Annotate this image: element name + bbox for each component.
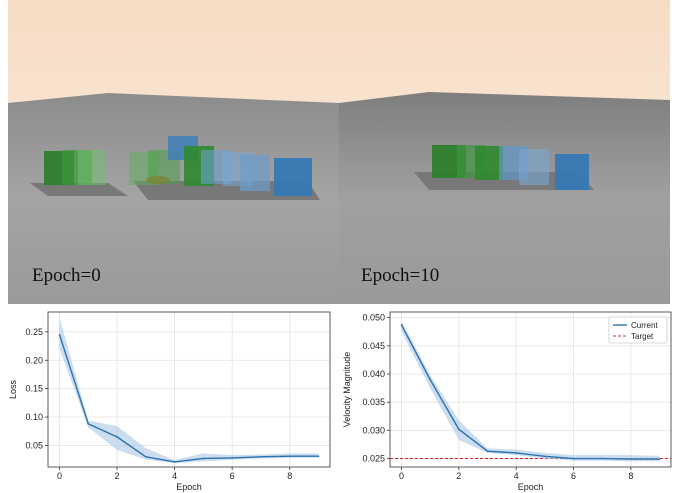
mixed-cube-group — [129, 136, 312, 196]
x-tick-label: 4 — [514, 471, 519, 481]
data-point — [288, 455, 291, 458]
y-tick-label: 0.040 — [362, 369, 385, 379]
green-cube-group — [44, 150, 106, 185]
y-tick-label: 0.050 — [362, 313, 385, 323]
cube-stack — [432, 145, 589, 190]
data-point — [486, 450, 489, 453]
y-tick-label: 0.10 — [25, 412, 43, 422]
scene-label: Epoch=10 — [361, 265, 440, 286]
y-tick-label: 0.05 — [25, 440, 43, 450]
scene-render-epoch-10 — [339, 0, 670, 304]
y-tick-label: 0.025 — [362, 454, 385, 464]
data-point — [400, 324, 403, 326]
series-line — [58, 334, 319, 463]
data-point — [317, 455, 320, 458]
data-point — [231, 457, 233, 459]
y-axis-label: Loss — [8, 379, 18, 399]
legend-label-target: Target — [631, 332, 654, 341]
data-point — [145, 455, 147, 458]
data-point — [658, 458, 661, 460]
loss-chart: 0 2 4 6 8 0.05 0.10 0.15 0.20 0.25 Epoch Loss — [0, 304, 339, 493]
x-tick-label: 8 — [628, 471, 633, 481]
data-point — [630, 458, 632, 460]
plot-frame — [47, 311, 331, 468]
data-point — [116, 436, 118, 438]
data-point — [58, 333, 61, 336]
data-point — [173, 461, 176, 463]
cube-shadow — [30, 183, 128, 196]
series-line — [400, 324, 660, 460]
data-point — [515, 452, 517, 454]
cube-shadow — [133, 181, 320, 200]
loss-chart-svg: 0 2 4 6 8 0.05 0.10 0.15 0.20 0.25 Epoch Loss — [8, 311, 331, 492]
ground-plane — [339, 92, 670, 304]
confidence-band — [59, 317, 319, 464]
data-point — [260, 455, 262, 458]
data-point — [458, 428, 460, 431]
data-point — [202, 457, 205, 460]
x-tick-label: 0 — [399, 471, 404, 481]
data-point — [544, 455, 546, 458]
plot-frame — [389, 311, 672, 468]
y-tick-label: 0.030 — [362, 425, 385, 435]
data-point — [572, 457, 575, 460]
y-tick-label: 0.045 — [362, 341, 385, 351]
x-axis-label: Epoch — [176, 482, 202, 492]
x-tick-label: 6 — [230, 471, 235, 481]
scene-epoch-0: Epoch=0 — [8, 0, 339, 304]
y-tick-label: 0.20 — [25, 355, 43, 365]
velocity-chart: 0 2 4 6 8 0.025 0.030 0.035 0.040 0.045 0.050 Epoch… — [339, 304, 678, 493]
data-point — [429, 378, 431, 381]
x-tick-label: 2 — [456, 471, 461, 481]
x-tick-label: 2 — [115, 471, 120, 481]
data-point — [87, 423, 90, 425]
legend-label-current: Current — [631, 321, 658, 330]
x-tick-label: 4 — [172, 471, 177, 481]
x-axis-label: Epoch — [518, 482, 544, 492]
y-tick-label: 0.15 — [25, 384, 43, 394]
y-tick-label: 0.25 — [25, 327, 43, 337]
y-axis-label: Velocity Magnitude — [342, 352, 352, 428]
x-tick-label: 0 — [57, 471, 62, 481]
velocity-chart-svg: 0 2 4 6 8 0.025 0.030 0.035 0.040 0.045 0.050 Epoch… — [342, 311, 672, 492]
scene-epoch-10: Epoch=10 — [339, 0, 670, 304]
scene-label: Epoch=0 — [32, 265, 101, 286]
scene-render-epoch-0 — [8, 0, 339, 304]
data-point — [601, 457, 603, 460]
x-tick-label: 6 — [571, 471, 576, 481]
x-tick-label: 8 — [287, 471, 292, 481]
y-tick-label: 0.035 — [362, 397, 385, 407]
